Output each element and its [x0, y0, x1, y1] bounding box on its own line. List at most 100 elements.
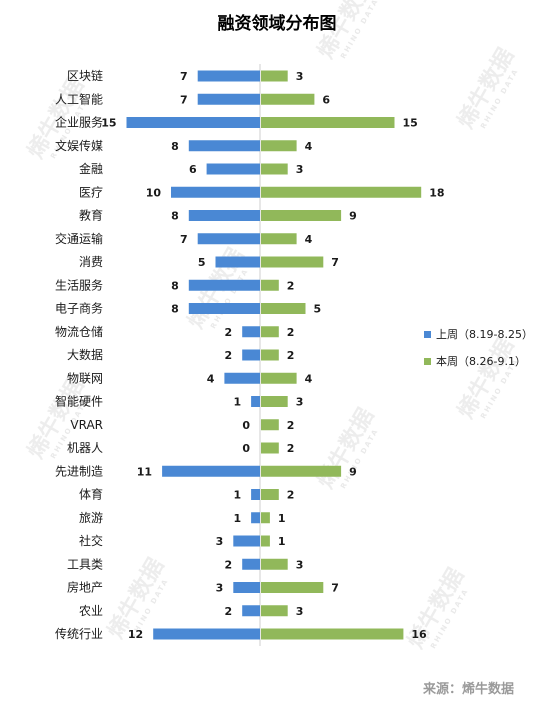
bar-right [261, 605, 288, 617]
bar-right [261, 117, 395, 128]
value-label-left: 8 [171, 279, 179, 292]
category-label: 医疗 [79, 185, 103, 199]
legend-label: 上周（8.19-8.25） [436, 328, 533, 341]
value-label-right: 6 [322, 93, 330, 106]
category-label: 物流仓储 [55, 324, 103, 339]
value-label-right: 7 [331, 256, 339, 269]
bar-right [261, 489, 279, 500]
bar-right [261, 535, 270, 547]
value-label-right: 18 [429, 186, 444, 199]
bar-right [261, 210, 342, 221]
value-label-left: 4 [207, 372, 215, 385]
category-label: 文娱传媒 [55, 138, 103, 153]
value-label-left: 2 [225, 326, 233, 339]
bar-left [233, 535, 260, 547]
category-label: 物联网 [67, 371, 103, 385]
category-label: 房地产 [67, 580, 103, 595]
bar-left [162, 465, 260, 477]
category-label: 机器人 [67, 441, 103, 455]
category-label: 企业服务 [55, 115, 103, 130]
value-label-left: 0 [242, 419, 250, 432]
bar-left [242, 558, 260, 570]
value-label-right: 3 [296, 605, 304, 618]
bar-right [261, 558, 288, 570]
value-label-right: 4 [305, 140, 313, 153]
bar-right [261, 349, 279, 361]
bar-right [261, 465, 342, 477]
value-label-right: 3 [296, 558, 304, 571]
value-label-right: 2 [287, 442, 295, 455]
value-label-right: 16 [411, 628, 427, 641]
category-label: 传统行业 [55, 626, 103, 641]
bar-right [261, 70, 288, 82]
value-label-right: 9 [349, 210, 357, 223]
value-label-right: 2 [287, 419, 295, 432]
legend-swatch [424, 331, 431, 338]
value-label-right: 1 [278, 535, 286, 548]
value-label-left: 1 [233, 489, 241, 502]
value-label-right: 4 [305, 372, 313, 385]
value-label-left: 6 [189, 163, 197, 176]
value-label-right: 2 [287, 349, 295, 362]
bar-left [251, 489, 260, 500]
value-label-left: 2 [225, 558, 233, 571]
bar-left [242, 605, 260, 617]
bar-right [261, 628, 404, 640]
bar-left [197, 93, 260, 105]
value-label-right: 2 [287, 279, 295, 292]
legend-label: 本周（8.26-9.1） [436, 354, 526, 368]
value-label-left: 1 [233, 512, 241, 525]
value-label-left: 15 [101, 117, 116, 130]
value-label-left: 11 [137, 465, 152, 478]
category-label: 教育 [79, 208, 103, 223]
bar-left [188, 279, 260, 291]
bar-left [153, 628, 260, 640]
bar-right [261, 512, 270, 524]
bar-left [188, 303, 260, 314]
value-label-right: 1 [278, 512, 286, 525]
value-label-left: 2 [225, 349, 233, 362]
value-label-left: 1 [233, 396, 241, 409]
value-label-right: 2 [287, 489, 295, 502]
bar-right [261, 233, 297, 245]
value-label-left: 7 [180, 93, 188, 106]
bar-left [197, 70, 260, 82]
legend: 上周（8.19-8.25） 本周（8.26-9.1） [424, 328, 533, 368]
value-label-left: 3 [216, 535, 224, 548]
value-label-right: 2 [287, 326, 295, 339]
bar-right [261, 186, 422, 198]
value-label-left: 8 [171, 140, 179, 153]
bar-right [261, 93, 315, 105]
bar-left [224, 372, 260, 384]
source-text: 来源：烯牛数据 [422, 681, 514, 697]
value-label-left: 7 [180, 70, 188, 83]
category-label: 人工智能 [55, 91, 103, 106]
bar-left [242, 349, 260, 361]
value-label-left: 8 [171, 210, 179, 223]
bar-left [251, 512, 260, 524]
category-label: 工具类 [67, 557, 103, 571]
bar-right [261, 163, 288, 175]
bar-right [261, 256, 324, 268]
bar-left [171, 186, 260, 198]
category-label: 先进制造 [55, 464, 103, 478]
bar-right [261, 396, 288, 407]
bar-right [261, 372, 297, 384]
bar-right [261, 419, 279, 431]
chart-title: 融资领域分布图 [218, 13, 337, 34]
value-label-right: 3 [296, 163, 304, 176]
category-label: 社交 [79, 533, 103, 548]
category-label: 区块链 [67, 68, 103, 83]
bar-right [261, 326, 279, 338]
value-label-left: 10 [146, 186, 162, 199]
value-label-right: 7 [331, 582, 339, 595]
bar-left [242, 326, 260, 338]
value-label-left: 3 [216, 582, 224, 595]
value-label-right: 9 [349, 465, 357, 478]
